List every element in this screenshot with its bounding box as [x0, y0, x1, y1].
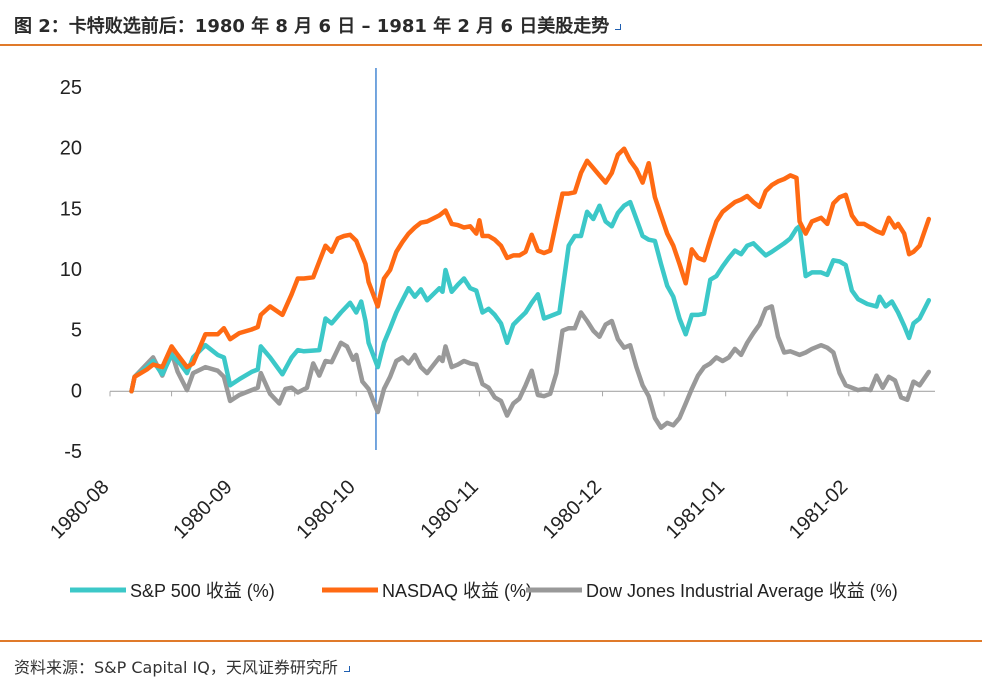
series-line-1: [129, 146, 932, 394]
y-tick-label: 20: [60, 138, 82, 160]
x-axis: 1980-08 1980-09 1980-10 1980-11 1980-12 1981-…: [46, 390, 935, 543]
series-line-0: [129, 199, 932, 394]
x-tick-label: 1980-12: [539, 476, 606, 543]
header: 图 2：卡特败选前后：1980 年 8 月 6 日 – 1981 年 2 月 6…: [0, 0, 982, 46]
y-tick-label: 25: [60, 77, 82, 99]
footer: 资料来源：S&P Capital IQ，天风证券研究所: [0, 642, 982, 682]
y-tick-label: 0: [71, 380, 82, 402]
legend: S&P 500 收益 (%) NASDAQ 收益 (%) Dow Jones Ind…: [70, 581, 898, 601]
top-rule: [0, 44, 982, 46]
line-chart: -5 0 5 10 15 20 25 1980-08 1980-09 1980-10 1980-1…: [46, 68, 935, 601]
figure-title: 图 2：卡特败选前后：1980 年 8 月 6 日 – 1981 年 2 月 6…: [14, 12, 622, 38]
legend-label-1: NASDAQ 收益 (%): [382, 581, 532, 601]
x-tick-label: 1981-02: [785, 476, 852, 543]
corner-mark-icon: [615, 24, 622, 30]
legend-label-2: Dow Jones Industrial Average 收益 (%): [586, 581, 898, 601]
x-tick-label: 1980-11: [417, 476, 483, 542]
x-tick-label: 1980-09: [169, 476, 236, 543]
x-tick-label: 1981-01: [662, 476, 729, 543]
bottom-rule: [0, 640, 982, 642]
y-tick-label: 15: [60, 198, 82, 220]
x-tick-label: 1980-08: [46, 476, 113, 543]
y-tick-label: -5: [64, 441, 82, 463]
source-note: 资料来源：S&P Capital IQ，天风证券研究所: [14, 654, 350, 678]
x-tick-label: 1980-10: [292, 476, 359, 543]
y-tick-label: 10: [60, 259, 82, 281]
legend-label-0: S&P 500 收益 (%): [130, 581, 275, 601]
corner-mark-icon: [343, 665, 350, 672]
series-lines: [129, 146, 932, 430]
y-axis: -5 0 5 10 15 20 25: [60, 77, 82, 463]
series-line-2: [129, 304, 932, 430]
y-tick-label: 5: [71, 320, 82, 342]
